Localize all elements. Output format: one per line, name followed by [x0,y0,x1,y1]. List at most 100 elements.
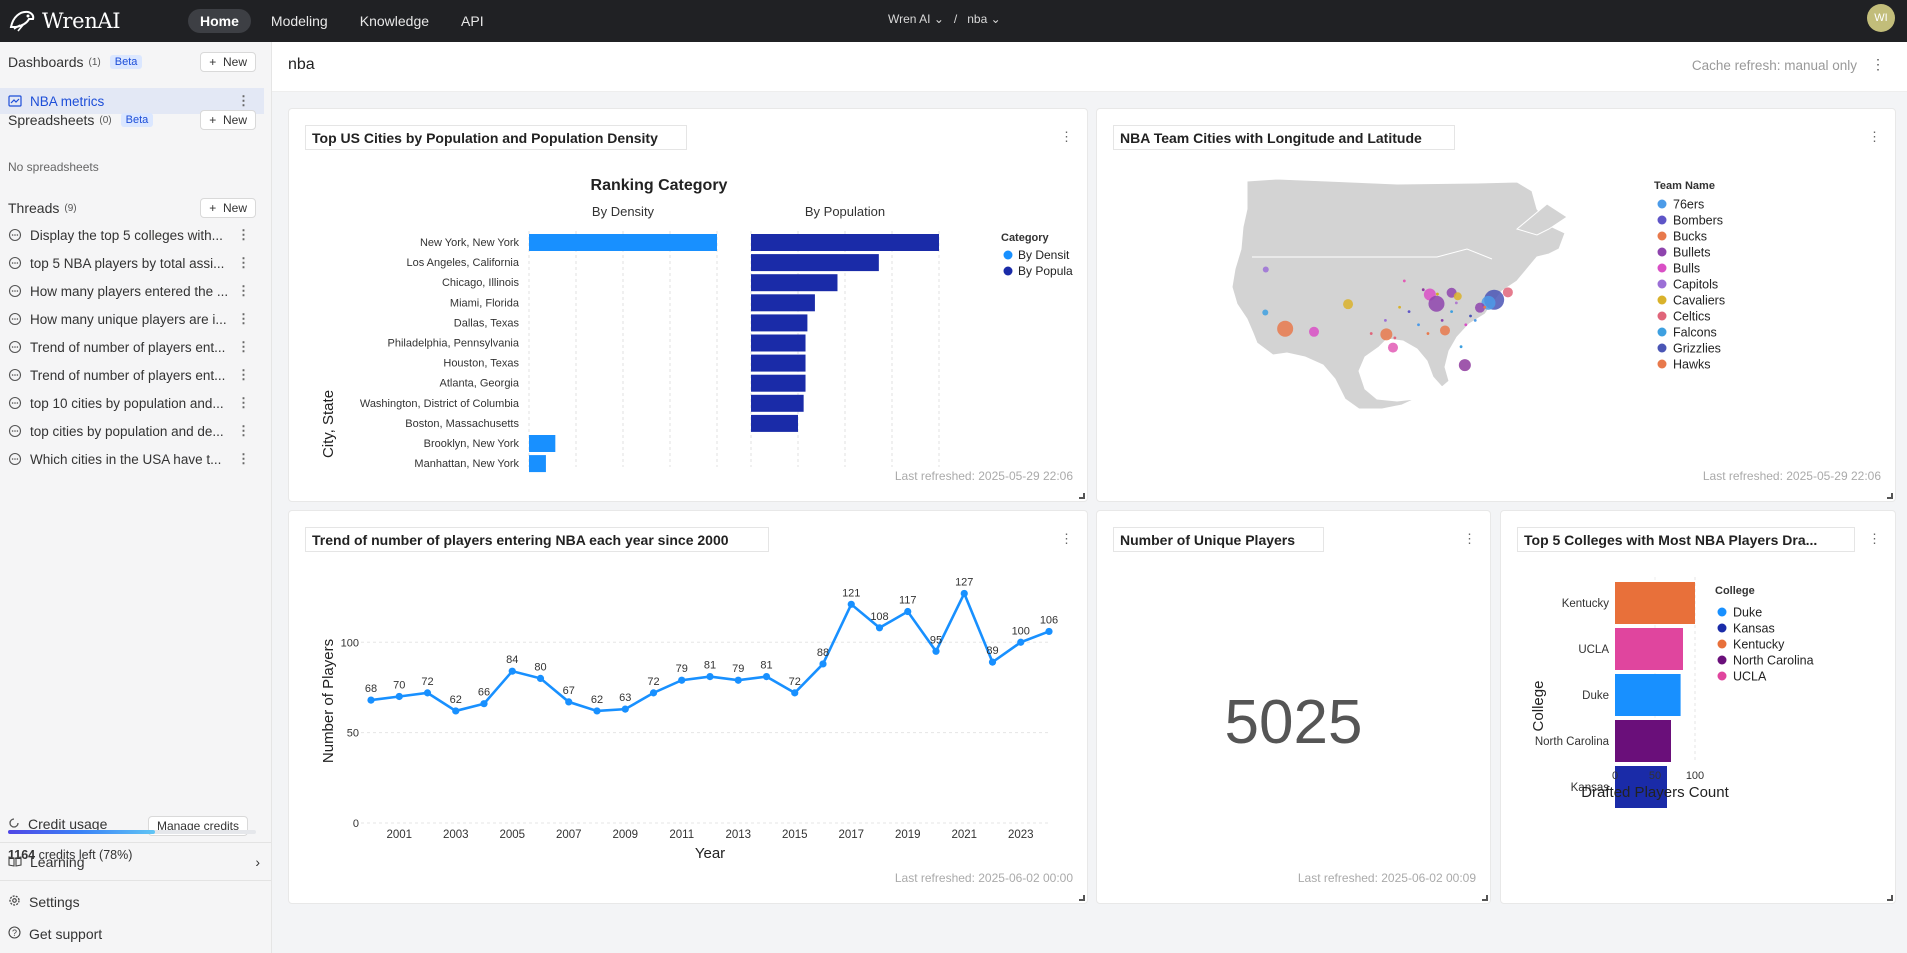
data-point [932,647,940,655]
data-label: 72 [789,676,801,688]
logo[interactable]: WrenAI [8,7,178,36]
data-point [734,676,742,684]
tab-home[interactable]: Home [188,9,251,33]
more-icon[interactable]: ⋮ [1871,56,1885,72]
land-shape [1515,203,1568,236]
data-label: 80 [534,661,546,673]
thread-label: Trend of number of players ent... [30,367,226,383]
legend-swatch [1717,655,1727,665]
data-point [988,658,997,666]
more-icon[interactable]: ⋮ [237,367,250,382]
learning-item[interactable]: Learning › [8,854,260,870]
resize-handle[interactable] [1482,895,1488,901]
bar [1615,766,1667,808]
more-icon[interactable]: ⋮ [237,339,250,354]
chat-bubble-icon [8,396,22,410]
settings-item[interactable]: Settings [8,894,258,910]
data-label: 108 [870,611,888,623]
bar [1615,582,1695,624]
resize-handle[interactable] [1887,493,1893,499]
more-icon[interactable]: ⋮ [1060,531,1073,546]
data-point [480,700,488,708]
y-tick-label: 50 [347,728,359,740]
legend-label: Kentucky [1733,638,1785,652]
more-icon[interactable]: ⋮ [237,451,250,466]
legend-label: Capitols [1673,278,1718,292]
thread-item[interactable]: How many unique players are i... ⋮ [0,306,264,332]
thread-item[interactable]: Trend of number of players ent... ⋮ [0,362,264,388]
data-point [678,676,686,684]
legend-label: Bombers [1673,214,1723,228]
thread-item[interactable]: Trend of number of players ent... ⋮ [0,334,264,360]
map-point [1407,310,1411,314]
map-point [1474,302,1485,313]
cache-refresh-status[interactable]: Cache refresh: manual only [1691,58,1857,73]
data-label: 62 [450,694,462,706]
more-icon[interactable]: ⋮ [1060,129,1073,144]
more-icon[interactable]: ⋮ [237,311,250,326]
support-item[interactable]: ? Get support [8,926,258,942]
bar [751,374,806,392]
chevron-down-icon: ⌄ [990,12,1001,26]
data-point [1017,638,1025,646]
legend-swatch [1717,623,1727,633]
tab-modeling[interactable]: Modeling [270,13,328,29]
legend-swatch [1657,343,1667,353]
resize-handle[interactable] [1079,493,1085,499]
more-icon[interactable]: ⋮ [1868,531,1881,546]
resize-handle[interactable] [1887,895,1893,901]
thread-item[interactable]: top 10 cities by population and... ⋮ [0,390,264,416]
support-label: Get support [29,926,103,942]
legend-title: Team Name [1654,180,1715,192]
tab-api[interactable]: API [461,13,484,29]
more-icon[interactable]: ⋮ [237,227,250,242]
legend-swatch [1657,359,1667,369]
more-icon[interactable]: ⋮ [1868,129,1881,144]
new-thread-button[interactable]: + New [200,198,256,218]
credit-amount: 1164 [8,848,36,862]
data-label: 79 [732,663,744,675]
tab-knowledge[interactable]: Knowledge [359,13,430,29]
threads-header: Threads (9) + New [8,198,256,218]
more-icon[interactable]: ⋮ [237,93,250,108]
map-point [1453,292,1462,301]
facet-label: By Population [805,204,885,219]
more-icon[interactable]: ⋮ [1463,531,1476,546]
legend-swatch [1657,263,1667,273]
y-axis-label: Number of Players [320,639,337,763]
thread-item[interactable]: top 5 NBA players by total assi... ⋮ [0,250,264,276]
sidebar: Dashboards (1) Beta + New NBA metrics ⋮ … [0,42,272,953]
sidebar-item-nba-metrics[interactable]: NBA metrics ⋮ [0,88,264,114]
map-point [1436,292,1439,296]
page-title: nba [288,56,315,73]
new-spreadsheet-button[interactable]: + New [200,110,256,130]
thread-item[interactable]: top cities by population and de... ⋮ [0,418,264,444]
more-icon[interactable]: ⋮ [237,423,250,438]
new-label: New [222,201,247,215]
x-tick-label: 2023 [1008,829,1034,841]
more-icon[interactable]: ⋮ [237,283,250,298]
new-dashboard-button[interactable]: + New [200,52,256,72]
avatar[interactable]: WI [1867,4,1895,32]
wren-bird-icon [8,7,36,36]
resize-handle[interactable] [1079,895,1085,901]
legend-label: North Carolina [1733,654,1814,668]
project-dropdown[interactable]: Wren AI ⌄ [888,12,944,26]
data-label: 66 [478,687,490,699]
thread-item[interactable]: How many players entered the ... ⋮ [0,278,264,304]
map-point [1380,328,1393,341]
chat-bubble-icon [8,284,22,298]
thread-item[interactable]: Display the top 5 colleges with... ⋮ [0,222,264,248]
map-point [1262,309,1269,316]
database-dropdown[interactable]: nba ⌄ [967,12,1000,26]
more-icon[interactable]: ⋮ [237,395,250,410]
thread-item[interactable]: Which cities in the USA have t... ⋮ [0,446,264,472]
dashboard-header: nba Cache refresh: manual only ⋮ [272,42,1907,92]
data-point [593,707,601,715]
credit-suffix: credits left (78%) [38,848,133,862]
more-icon[interactable]: ⋮ [237,255,250,270]
map-point [1450,310,1454,314]
map-point [1473,318,1477,322]
data-point [452,707,460,715]
legend-swatch [1717,671,1727,681]
